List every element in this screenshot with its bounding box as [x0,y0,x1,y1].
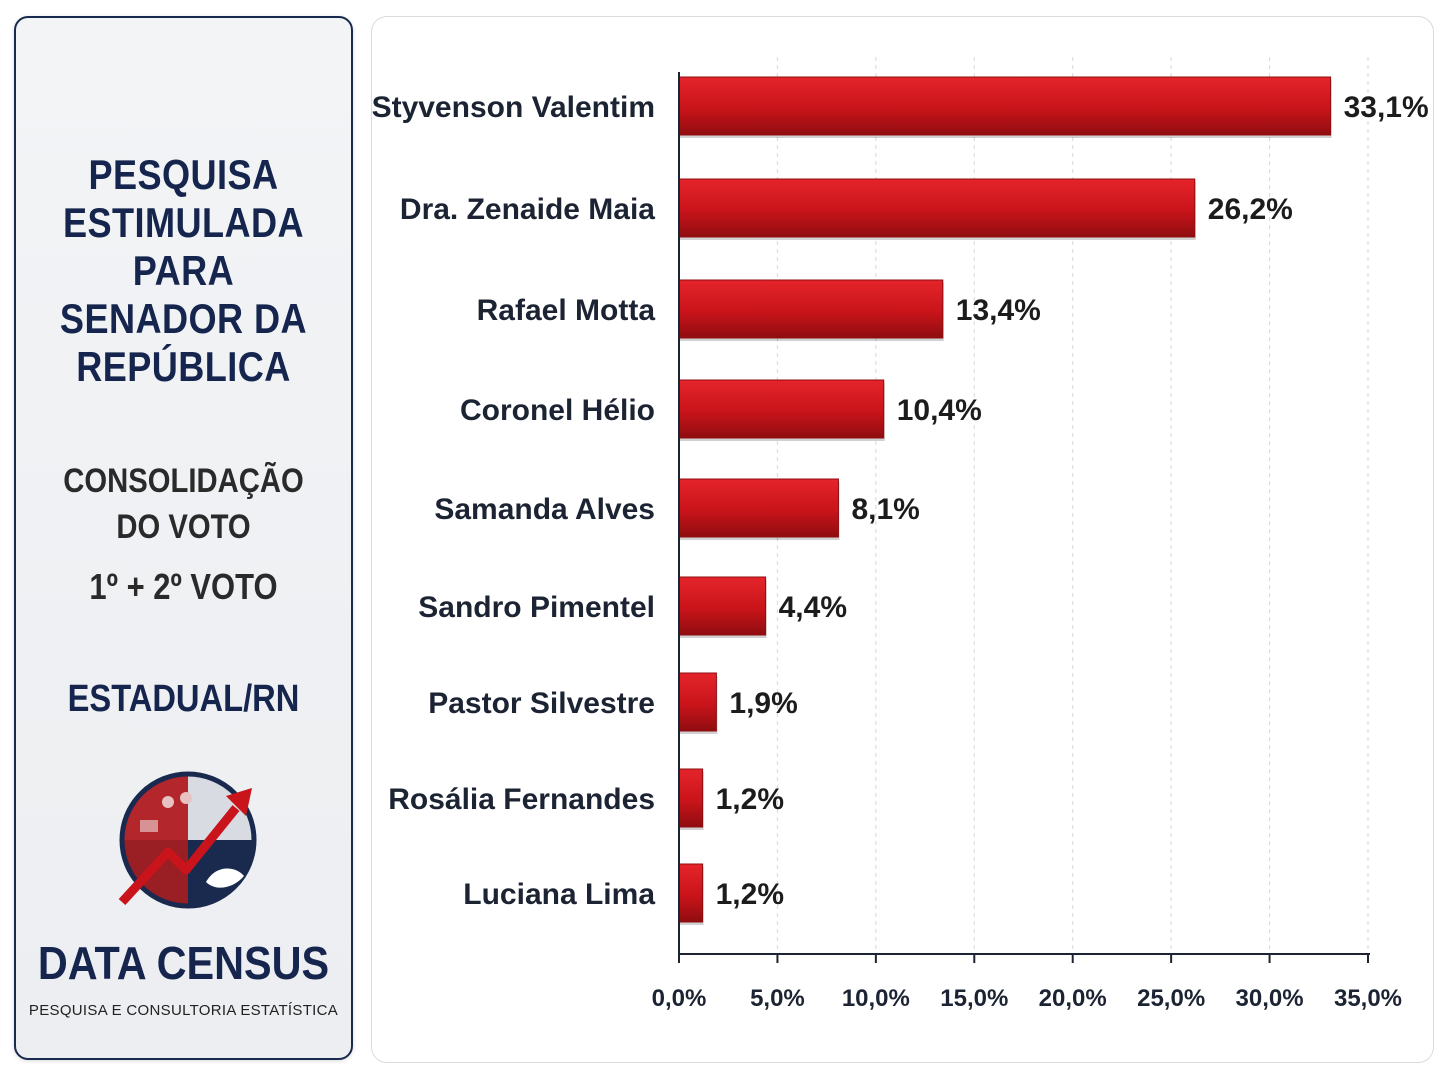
category-label: Pastor Silvestre [428,687,655,720]
category-label: Coronel Hélio [460,394,655,427]
subtitle-line: CONSOLIDAÇÃO [63,462,304,500]
category-label: Luciana Lima [463,878,655,911]
bar [678,279,944,339]
value-label: 26,2% [1208,193,1293,226]
bar [678,379,885,439]
value-label: 1,2% [716,783,784,816]
category-label: Samanda Alves [434,493,655,526]
category-label: Rosália Fernandes [388,783,655,816]
value-label: 10,4% [897,394,982,427]
brand-tagline: PESQUISA E CONSULTORIA ESTATÍSTICA [28,1002,339,1019]
x-tick-label: 10,0% [842,985,910,1012]
value-label: 1,9% [729,687,797,720]
title-line: ESTIMULADA [62,199,305,246]
x-tick-label: 30,0% [1236,985,1304,1012]
title-line: PESQUISA [88,151,279,198]
x-tick-label: 5,0% [750,985,805,1012]
side-panel: PESQUISA ESTIMULADA PARA SENADOR DA REPÚ… [14,16,353,1060]
page-title: PESQUISA ESTIMULADA PARA SENADOR DA REPÚ… [39,151,327,391]
bar [678,768,704,828]
vote-label: 1º + 2º VOTO [89,566,278,607]
scope-label: ESTADUAL/RN [67,678,300,720]
value-label: 4,4% [779,591,847,624]
bar [678,478,839,538]
x-tick-label: 0,0% [652,985,707,1012]
value-label: 8,1% [851,493,919,526]
category-label: Sandro Pimentel [418,591,655,624]
bar [678,863,704,923]
data-census-logo-icon [118,771,257,909]
bar [678,576,767,636]
bar [678,672,717,732]
value-label: 1,2% [716,878,784,911]
subtitle-line: DO VOTO [116,508,251,546]
x-tick-label: 35,0% [1334,985,1402,1012]
category-label: Dra. Zenaide Maia [400,193,655,226]
value-label: 33,1% [1344,91,1429,124]
subtitle: CONSOLIDAÇÃO DO VOTO [39,458,327,550]
x-tick-label: 15,0% [940,985,1008,1012]
bar [678,178,1196,238]
bar [678,76,1332,136]
chart-panel: 0,0% 5,0% 10,0% 15,0% 20,0% 25,0% 30,0% 35,0% St… [371,16,1434,1063]
category-label: Rafael Motta [477,294,656,327]
title-line: SENADOR DA [59,295,308,342]
bar-chart: 0,0% 5,0% 10,0% 15,0% 20,0% 25,0% 30,0% 35,0% St… [372,57,1429,1012]
title-line: PARA [132,247,235,294]
x-tick-label: 25,0% [1137,985,1205,1012]
x-tick-label: 20,0% [1039,985,1107,1012]
category-label: Styvenson Valentim [372,91,655,124]
title-line: REPÚBLICA [76,343,291,390]
brand-name: DATA CENSUS [37,937,330,989]
value-label: 13,4% [956,294,1041,327]
